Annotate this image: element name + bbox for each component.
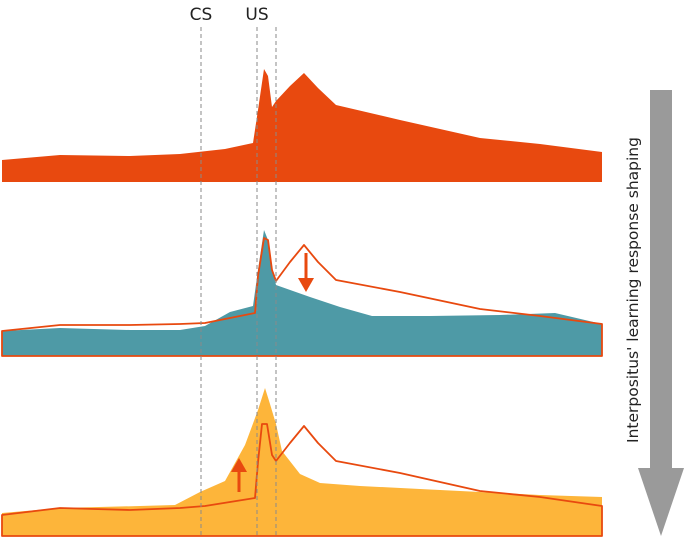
enhanced-response-area: [2, 388, 602, 536]
down-arrow-icon: [298, 253, 314, 292]
enhanced-response-reference-outline: [1, 423, 603, 537]
up-arrow-icon: [231, 458, 247, 492]
baseline-response-panel: [2, 69, 602, 182]
time-guides: [200, 27, 277, 538]
reduced-response-reference-outline: [1, 237, 603, 357]
enhanced-response-panel: [1, 388, 603, 537]
baseline-response-area: [2, 69, 602, 182]
down-arrow-icon: [638, 90, 684, 536]
reduced-response-area: [2, 230, 602, 356]
reduced-response-panel: [1, 230, 603, 357]
side-title: Interpositus' learning response shaping: [624, 137, 642, 443]
cs-label: CS: [190, 5, 213, 25]
us-label: US: [245, 5, 268, 25]
